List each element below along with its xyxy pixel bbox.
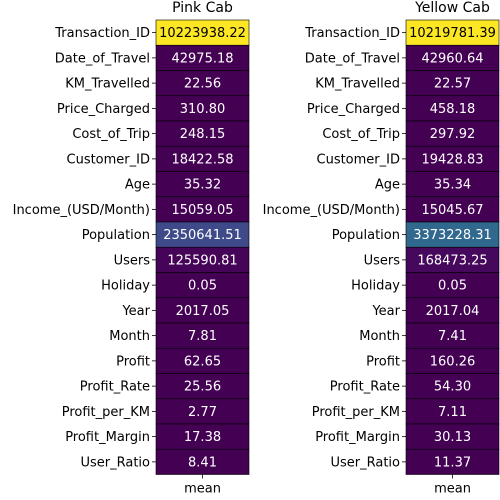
cell-value-label: 2.77 [188, 405, 217, 420]
row-label: Month [109, 329, 150, 344]
row-label: Population [332, 228, 400, 243]
row-label: Year [371, 304, 400, 319]
cell-value-label: 2350641.51 [163, 228, 242, 243]
row-label: Price_Charged [307, 102, 400, 117]
cell-value-label: 7.41 [438, 329, 467, 344]
cell-value-label: 168473.25 [417, 253, 487, 268]
row-label: Year [121, 304, 150, 319]
row-label: Income_(USD/Month) [263, 203, 400, 218]
row-label: Income_(USD/Month) [13, 203, 150, 218]
cell-value-label: 10219781.39 [409, 26, 496, 41]
row-label: Age [375, 178, 400, 193]
row-label: Profit [366, 354, 400, 369]
row-label: Transaction_ID [304, 26, 400, 41]
row-label: KM_Travelled [65, 77, 150, 92]
cell-value-label: 160.26 [430, 354, 476, 369]
row-label: Profit_per_KM [312, 405, 400, 420]
row-label: Users [114, 253, 151, 268]
cell-value-label: 15059.05 [171, 203, 233, 218]
row-label: Transaction_ID [54, 26, 150, 41]
row-label: Profit_Rate [80, 380, 150, 395]
row-label: Profit_Margin [315, 430, 400, 445]
cell-value-label: 310.80 [180, 102, 226, 117]
cell-value-label: 2017.05 [176, 304, 230, 319]
cell-value-label: 0.05 [438, 279, 467, 294]
cell-value-label: 17.38 [184, 430, 221, 445]
row-label: Date_of_Travel [55, 51, 150, 66]
yellow-cab-heatmap: Yellow Cab 10219781.39 Transaction_ID 42960… [263, 0, 499, 497]
row-label: Profit_Rate [330, 380, 400, 395]
row-label: User_Ratio [80, 455, 150, 470]
cell-value-label: 42960.64 [421, 51, 483, 66]
row-label: Month [359, 329, 400, 344]
cell-value-label: 22.57 [434, 77, 471, 92]
row-label: Customer_ID [317, 152, 401, 167]
row-label: Customer_ID [67, 152, 151, 167]
cell-value-label: 35.32 [184, 178, 221, 193]
row-label: Age [125, 178, 150, 193]
row-label: Price_Charged [57, 102, 150, 117]
row-label: Profit_Margin [65, 430, 150, 445]
cell-value-label: 458.18 [430, 102, 476, 117]
cell-value-label: 10223938.22 [159, 26, 246, 41]
cell-value-label: 7.11 [438, 405, 467, 420]
row-label: Cost_of_Trip [72, 127, 150, 142]
cell-value-label: 3373228.31 [413, 228, 492, 243]
cell-value-label: 22.56 [184, 77, 221, 92]
row-label: Cost_of_Trip [322, 127, 400, 142]
panel-title: Yellow Cab [414, 0, 490, 16]
cell-value-label: 25.56 [184, 380, 221, 395]
row-label: Population [82, 228, 150, 243]
cell-value-label: 8.41 [188, 455, 217, 470]
cell-value-label: 125590.81 [167, 253, 237, 268]
row-label: KM_Travelled [315, 77, 400, 92]
row-label: Holiday [101, 279, 150, 294]
cell-value-label: 30.13 [434, 430, 471, 445]
row-label: User_Ratio [330, 455, 400, 470]
panel-title: Pink Cab [172, 0, 233, 16]
row-label: Date_of_Travel [305, 51, 400, 66]
cell-value-label: 15045.67 [421, 203, 483, 218]
cell-value-label: 35.34 [434, 178, 471, 193]
cell-value-label: 7.81 [188, 329, 217, 344]
cell-value-label: 62.65 [184, 354, 221, 369]
pink-cab-heatmap: Pink Cab 10223938.22 Transaction_ID 42975.1… [13, 0, 249, 497]
cell-value-label: 2017.04 [426, 304, 480, 319]
cell-value-label: 42975.18 [171, 51, 233, 66]
column-label: mean [184, 482, 221, 497]
cell-value-label: 18422.58 [171, 152, 233, 167]
row-label: Profit_per_KM [62, 405, 150, 420]
cell-value-label: 248.15 [180, 127, 226, 142]
cell-value-label: 19428.83 [421, 152, 483, 167]
row-label: Profit [116, 354, 150, 369]
column-label: mean [434, 482, 471, 497]
row-label: Users [364, 253, 401, 268]
cell-value-label: 54.30 [434, 380, 471, 395]
cell-value-label: 297.92 [430, 127, 476, 142]
cell-value-label: 0.05 [188, 279, 217, 294]
row-label: Holiday [351, 279, 400, 294]
cell-value-label: 11.37 [434, 455, 471, 470]
